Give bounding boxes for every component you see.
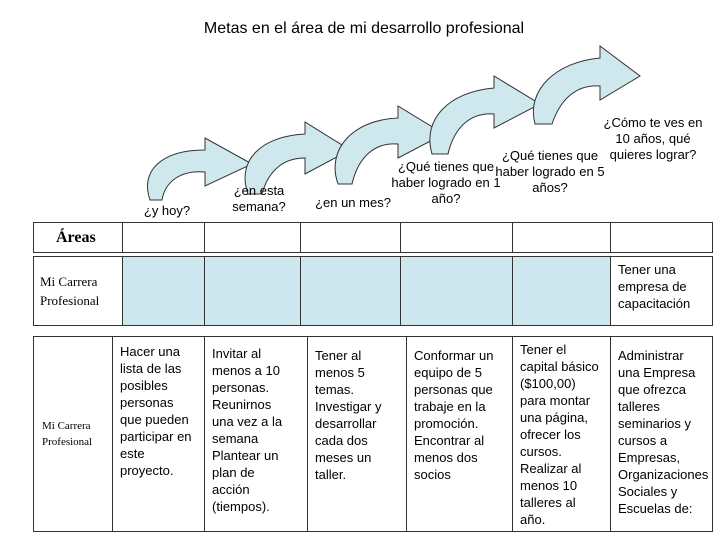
career-row-1-cell-3 (300, 257, 400, 325)
areas-col-3 (300, 223, 400, 252)
career-row-2-cell-3: Tener al menos 5 temas. Investigar y des… (307, 337, 400, 531)
career-row-2-cell-4: Conformar un equipo de 5 personas que tr… (406, 337, 512, 531)
areas-col-4 (400, 223, 512, 252)
career-row-2-cell-1: Hacer una lista de las posibles personas… (112, 337, 204, 531)
career-row-2: Mi Carrera Profesional Hacer una lista d… (33, 336, 713, 532)
career-row-1-goal: Tener una empresa de capacitación (610, 257, 714, 325)
curved-arrow-5 (532, 45, 641, 125)
career-row-2-label: Mi Carrera Profesional (42, 420, 93, 448)
career-row-2-cell-6: Administrar una Empresa que ofrezca tall… (610, 337, 714, 531)
areas-col-6 (610, 223, 714, 252)
career-row-1-cell-5 (512, 257, 610, 325)
curved-arrow-3 (334, 105, 446, 185)
areas-col-2 (204, 223, 300, 252)
question-ten-years: ¿Cómo te ves en 10 años, qué quieres log… (603, 115, 703, 162)
question-five-years: ¿Qué tienes que haber logrado en 5 años? (495, 148, 605, 195)
areas-col-1 (122, 223, 204, 252)
areas-header-row: Áreas (33, 222, 713, 253)
question-week: ¿en esta semana? (232, 183, 286, 214)
curved-arrow-1 (146, 137, 254, 201)
career-row-1: Mi Carrera Profesional Tener una empresa… (33, 256, 713, 326)
question-today: ¿y hoy? (143, 203, 191, 218)
curved-arrow-2 (244, 121, 351, 195)
career-row-1-label: Mi Carrera Profesional (40, 274, 100, 308)
career-row-1-cell-4 (400, 257, 512, 325)
career-row-1-cell-1 (122, 257, 204, 325)
areas-col-5 (512, 223, 610, 252)
question-year: ¿Qué tienes que haber logrado en 1 año? (391, 159, 501, 206)
career-row-1-cell-2 (204, 257, 300, 325)
question-month: ¿en un mes? (315, 195, 391, 210)
areas-header-label: Áreas (56, 228, 96, 246)
curved-arrow-4 (429, 75, 542, 155)
page-title: Metas en el área de mi desarrollo profes… (203, 20, 525, 37)
career-row-2-cell-2: Invitar al menos a 10 personas. Reunirno… (204, 337, 300, 531)
career-row-2-cell-5: Tener el capital básico ($100,00) para m… (512, 337, 610, 531)
